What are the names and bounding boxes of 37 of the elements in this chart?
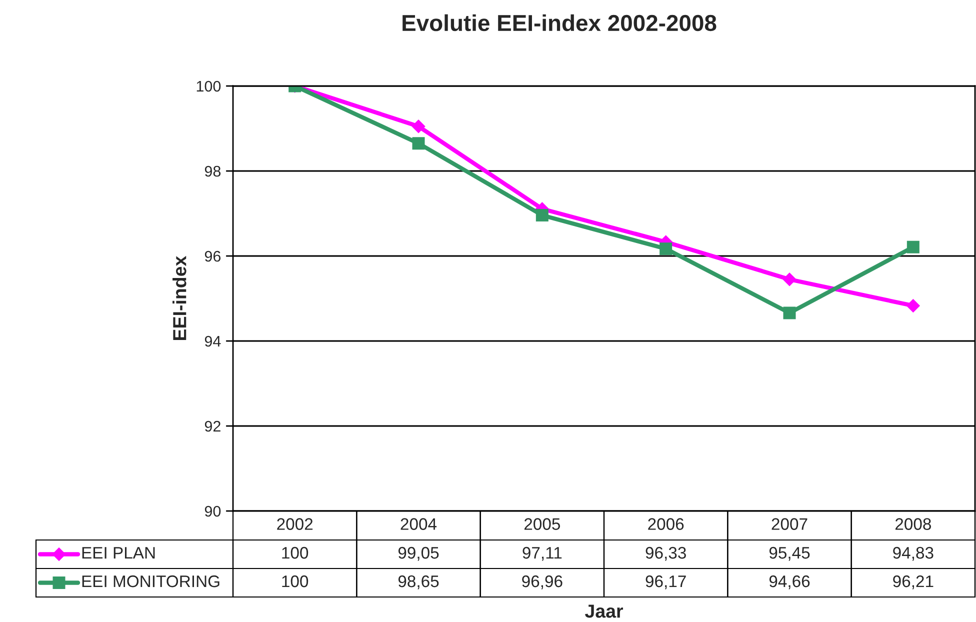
y-tick-label: 90: [204, 506, 221, 517]
data-label: 97,11: [522, 546, 562, 561]
data-label: 94,66: [769, 575, 810, 590]
chart-title: Evolutie EEI-index 2002-2008: [402, 14, 716, 32]
point: [412, 120, 426, 134]
data-label: 99,05: [398, 546, 439, 561]
point: [906, 298, 920, 313]
x-tick-label: 2005: [524, 518, 560, 530]
point: [782, 272, 796, 286]
x-tick-label: 2002: [277, 518, 313, 530]
data-label: 96,17: [646, 575, 686, 590]
x-tick-label: 2008: [895, 518, 931, 530]
point: [906, 240, 920, 254]
data-label: 98,65: [398, 575, 439, 590]
y-tick-label: 92: [204, 420, 220, 432]
point: [412, 137, 425, 150]
y-tick-label: 94: [204, 336, 221, 347]
data-label: 96,96: [522, 575, 562, 590]
data-label: 96,33: [646, 546, 686, 561]
y-tick-label: 96: [204, 250, 221, 262]
x-tick-label: 2004: [400, 518, 437, 530]
x-tick-label: 2006: [648, 518, 684, 530]
point: [783, 306, 796, 320]
y-axis-title: EEI-index: [172, 256, 186, 340]
point: [536, 208, 548, 222]
data-label: 96,21: [893, 575, 934, 590]
data-label: 94,83: [893, 546, 934, 561]
legend-label: EEI MONITORING: [82, 575, 220, 588]
point: [660, 242, 672, 256]
x-axis-title: Jaar: [584, 604, 624, 618]
x-tick-label: 2007: [772, 518, 808, 530]
y-tick-label: 100: [196, 80, 221, 92]
data-label: 95,45: [769, 546, 810, 561]
data-label: 100: [282, 546, 308, 559]
legend-label: EEI PLAN: [82, 547, 155, 559]
data-label: 100: [282, 575, 308, 588]
y-tick-label: 98: [204, 166, 221, 177]
